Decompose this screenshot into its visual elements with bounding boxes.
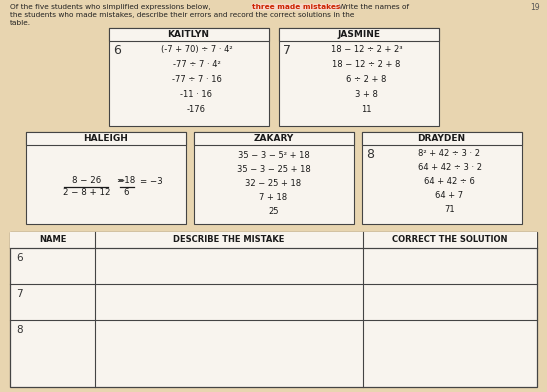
Text: 64 + 42 ÷ 6: 64 + 42 ÷ 6: [424, 177, 475, 186]
Text: 71: 71: [444, 205, 455, 214]
Text: 35 − 3 − 25 + 18: 35 − 3 − 25 + 18: [237, 165, 310, 174]
Text: 8 − 26: 8 − 26: [72, 176, 101, 185]
Bar: [194, 132, 353, 224]
Text: −18: −18: [117, 176, 136, 185]
Text: Of the five students who simplified expressions below,: Of the five students who simplified expr…: [10, 4, 213, 10]
Text: table.: table.: [10, 20, 31, 26]
Text: ZAKARY: ZAKARY: [253, 134, 294, 143]
Text: =: =: [117, 176, 124, 185]
Text: = −3: = −3: [140, 176, 163, 185]
Text: 6: 6: [114, 44, 121, 57]
Text: -77 ÷ 7 · 4²: -77 ÷ 7 · 4²: [173, 60, 220, 69]
Text: 6: 6: [16, 253, 22, 263]
Text: 2 − 8 + 12: 2 − 8 + 12: [62, 188, 110, 197]
Bar: [108, 28, 269, 126]
Bar: [26, 132, 185, 224]
Text: 7: 7: [16, 289, 22, 299]
Bar: [278, 28, 439, 126]
Text: CORRECT THE SOLUTION: CORRECT THE SOLUTION: [392, 235, 508, 244]
Text: KAITLYN: KAITLYN: [167, 30, 210, 39]
Text: . Write the names of: . Write the names of: [334, 4, 409, 10]
Text: NAME: NAME: [39, 235, 66, 244]
Text: (-7 + 70) ÷ 7 · 4²: (-7 + 70) ÷ 7 · 4²: [161, 45, 232, 54]
Bar: [10, 232, 537, 248]
Text: 35 − 3 − 5² + 18: 35 − 3 − 5² + 18: [237, 151, 310, 160]
Text: 32 − 25 + 18: 32 − 25 + 18: [246, 179, 301, 188]
Text: 18 − 12 ÷ 2 + 2³: 18 − 12 ÷ 2 + 2³: [331, 45, 402, 54]
Text: 3 + 8: 3 + 8: [355, 90, 378, 99]
Text: 6 ÷ 2 + 8: 6 ÷ 2 + 8: [346, 75, 387, 84]
Bar: [194, 132, 353, 145]
Text: -176: -176: [187, 105, 206, 114]
Text: HALEIGH: HALEIGH: [83, 134, 128, 143]
Text: 8: 8: [16, 325, 22, 335]
Text: the students who made mistakes, describe their errors and record the correct sol: the students who made mistakes, describe…: [10, 12, 354, 18]
Text: -11 · 16: -11 · 16: [181, 90, 212, 99]
Text: three made mistakes: three made mistakes: [252, 4, 340, 10]
Text: 25: 25: [268, 207, 279, 216]
Text: 11: 11: [361, 105, 372, 114]
Bar: [278, 28, 439, 41]
Text: -77 ÷ 7 · 16: -77 ÷ 7 · 16: [172, 75, 222, 84]
Bar: [362, 132, 521, 224]
Text: 7 + 18: 7 + 18: [259, 193, 288, 202]
Bar: [26, 132, 185, 145]
Text: DRAYDEN: DRAYDEN: [417, 134, 465, 143]
Text: 7: 7: [283, 44, 292, 57]
Text: 19: 19: [531, 3, 540, 12]
Text: 64 + 7: 64 + 7: [435, 191, 463, 200]
Text: 18 − 12 ÷ 2 + 8: 18 − 12 ÷ 2 + 8: [333, 60, 401, 69]
Text: 64 + 42 ÷ 3 · 2: 64 + 42 ÷ 3 · 2: [417, 163, 481, 172]
Bar: [362, 132, 521, 145]
Text: 8: 8: [366, 148, 375, 161]
Text: JASMINE: JASMINE: [337, 30, 380, 39]
Bar: [108, 28, 269, 41]
Text: 8² + 42 ÷ 3 · 2: 8² + 42 ÷ 3 · 2: [418, 149, 480, 158]
Text: 6: 6: [124, 188, 129, 197]
Bar: [10, 232, 537, 387]
Text: DESCRIBE THE MISTAKE: DESCRIBE THE MISTAKE: [173, 235, 284, 244]
